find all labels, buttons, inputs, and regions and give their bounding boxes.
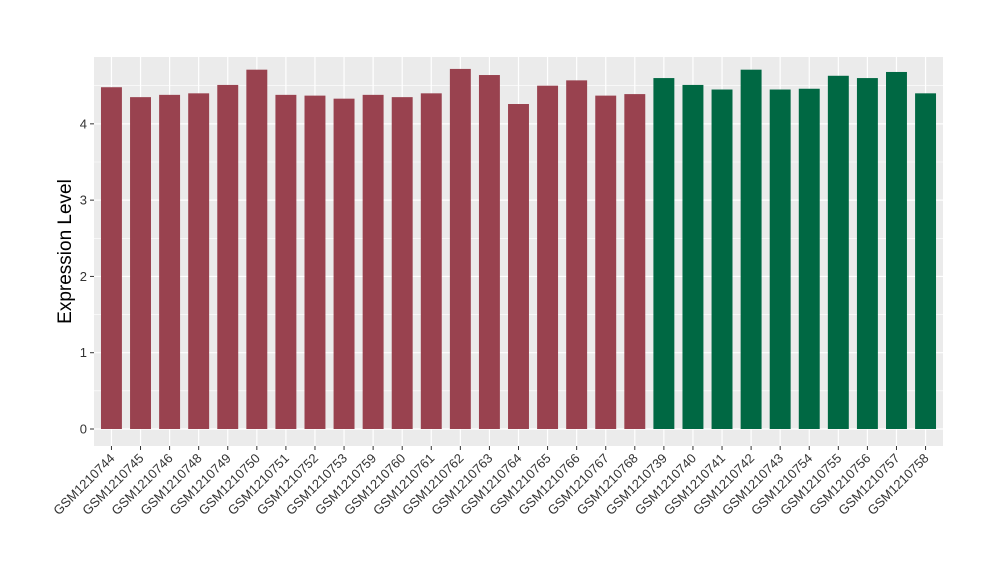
bar-GSM1210745 [130,97,151,429]
y-tick-label: 2 [80,269,87,284]
y-axis: 0 1 2 3 4 [80,116,94,437]
bar-GSM1210743 [769,89,791,429]
bar-GSM1210750 [246,69,268,429]
bars [100,68,937,430]
bar-GSM1210752 [304,95,326,429]
bar-GSM1210767 [595,95,617,429]
bar-GSM1210764 [508,104,529,429]
bar-GSM1210742 [740,69,762,429]
bar-GSM1210741 [711,89,733,429]
bar-GSM1210755 [827,75,849,429]
bar-GSM1210756 [856,78,878,429]
bar-GSM1210751 [275,94,297,430]
bar-GSM1210757 [886,71,907,430]
bar-GSM1210748 [188,93,210,429]
bar-GSM1210746 [159,94,181,430]
y-tick-label: 3 [80,193,87,208]
bar-GSM1210766 [566,80,588,429]
bar-GSM1210739 [653,78,675,429]
bar-GSM1210758 [915,93,937,429]
y-tick-label: 4 [80,116,87,131]
bar-GSM1210768 [624,94,646,430]
bar-GSM1210744 [100,87,122,429]
bar-GSM1210761 [420,93,442,429]
bar-GSM1210763 [478,75,500,429]
bar-GSM1210762 [449,68,471,429]
bar-GSM1210759 [362,94,384,430]
bar-GSM1210740 [682,84,704,429]
bar-GSM1210765 [537,85,559,429]
x-axis: GSM1210744GSM1210745GSM1210746GSM1210748… [50,446,932,518]
y-tick-label: 0 [80,422,87,437]
bar-GSM1210760 [391,97,413,429]
bar-GSM1210754 [798,88,820,430]
y-axis-title: Expression Level [55,179,76,324]
bar-GSM1210753 [333,98,355,429]
bar-GSM1210749 [217,84,239,429]
y-tick-label: 1 [80,345,87,360]
